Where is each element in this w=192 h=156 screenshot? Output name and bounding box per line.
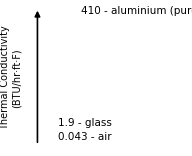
Text: Thermal Conductivity
(BTU/hr·ft·F): Thermal Conductivity (BTU/hr·ft·F) (0, 26, 21, 130)
Text: 410 - aluminium (pure): 410 - aluminium (pure) (81, 6, 192, 16)
Text: 1.9 - glass: 1.9 - glass (58, 118, 112, 128)
Text: 0.043 - air: 0.043 - air (58, 132, 111, 142)
